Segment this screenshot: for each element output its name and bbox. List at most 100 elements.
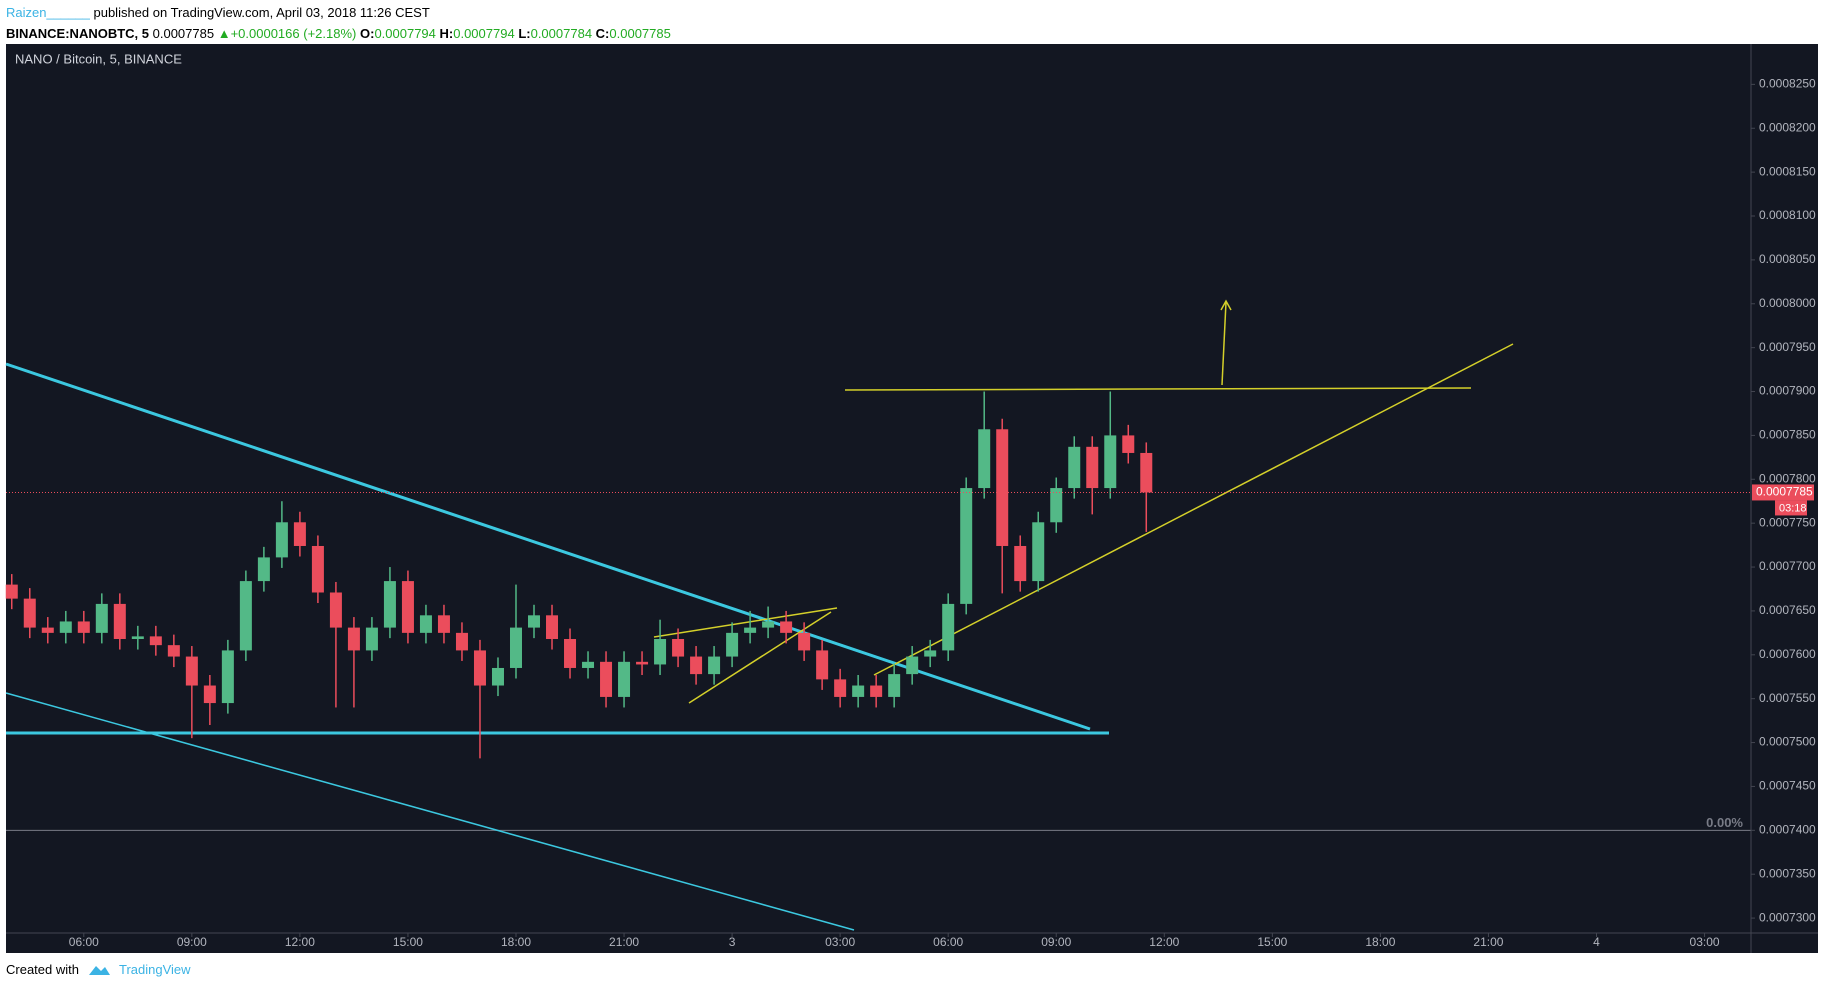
channel-line — [5, 692, 855, 931]
x-tick-label: 3 — [729, 935, 736, 949]
price-tag — [1752, 484, 1814, 501]
x-tick-label: 06:00 — [69, 935, 99, 949]
candle-body — [113, 603, 126, 640]
y-tick-label: 0.0007550 — [1759, 691, 1816, 705]
x-tick-label: 03:00 — [825, 935, 855, 949]
change: +0.0000166 (+2.18%) — [230, 26, 357, 41]
arrow: ▲ — [217, 26, 231, 41]
candle-body — [23, 598, 36, 628]
candle-body — [654, 639, 667, 665]
candle-body — [203, 685, 216, 704]
candle-body — [744, 627, 757, 633]
candle-body — [834, 679, 847, 697]
candle-body — [870, 685, 883, 697]
candle-body — [419, 615, 432, 633]
candle-body — [95, 603, 108, 633]
candle-body — [383, 581, 396, 628]
candle-body — [798, 632, 811, 651]
x-tick-label: 12:00 — [1149, 935, 1179, 949]
y-tick-label: 0.0007650 — [1759, 603, 1816, 617]
candle-body — [906, 656, 919, 675]
c: 0.0007785 — [609, 26, 671, 41]
x-tick-label: 09:00 — [1041, 935, 1071, 949]
published: published on TradingView.com, April 03, … — [93, 5, 430, 20]
candle-body — [239, 581, 252, 651]
candle-body — [365, 627, 378, 651]
background — [6, 44, 1818, 953]
candle-body — [888, 674, 901, 697]
y-tick-label: 0.0007800 — [1759, 471, 1816, 485]
candle-body — [582, 661, 595, 668]
candle-body — [167, 645, 180, 657]
footer: Created with TradingView — [6, 958, 191, 982]
candles — [5, 391, 1153, 759]
candle-body — [473, 650, 486, 686]
candle-body — [149, 636, 162, 646]
wedge-line — [688, 611, 832, 704]
candle-body — [491, 667, 504, 686]
candle-body — [131, 636, 144, 640]
y-tick-label: 0.0008100 — [1759, 208, 1816, 222]
candle-body — [636, 661, 649, 665]
price-tag-label: 0.0007785 — [1756, 485, 1813, 499]
candle-body — [5, 584, 18, 599]
wedge-line — [653, 607, 838, 638]
y-tick-label: 0.0007950 — [1759, 340, 1816, 354]
l: 0.0007784 — [530, 26, 593, 41]
candle-body — [942, 603, 955, 651]
o-label: O: — [359, 26, 375, 41]
x-tick-label: 09:00 — [177, 935, 207, 949]
x-tick-label: 18:00 — [501, 935, 531, 949]
candle-body — [960, 488, 973, 604]
candle-body — [618, 661, 631, 697]
author[interactable]: Raizen______ — [6, 5, 90, 20]
candle-body — [257, 557, 270, 582]
y-tick-label: 0.0007850 — [1759, 428, 1816, 442]
c-label: C: — [595, 26, 610, 41]
x-tick-label: 21:00 — [609, 935, 639, 949]
h-label: H: — [439, 26, 454, 41]
y-tick-label: 0.0007700 — [1759, 559, 1816, 573]
y-tick-label: 0.0008050 — [1759, 252, 1816, 266]
resistance-line — [844, 387, 1472, 391]
candle-body — [1068, 446, 1081, 489]
x-tick-label: 12:00 — [285, 935, 315, 949]
candle-body — [1050, 488, 1063, 523]
header-line: Raizen______ published on TradingView.co… — [6, 2, 671, 23]
countdown-label: 03:18 — [1779, 502, 1807, 514]
y-tick-label: 0.0007750 — [1759, 515, 1816, 529]
candle-body — [672, 639, 685, 657]
candle-body — [437, 615, 450, 633]
x-tick-label: 4 — [1593, 935, 1600, 949]
rising-line — [873, 343, 1514, 676]
arrow-head — [1220, 299, 1232, 311]
arrow-shaft — [1221, 301, 1227, 386]
candle-body — [978, 429, 991, 489]
x-tick-label: 18:00 — [1365, 935, 1395, 949]
y-tick-label: 0.0007350 — [1759, 866, 1816, 880]
y-tick-label: 0.0007600 — [1759, 647, 1816, 661]
candle-body — [41, 627, 54, 633]
candle-body — [311, 545, 324, 593]
candle-body — [1104, 435, 1117, 489]
candle-body — [852, 685, 865, 697]
candle-body — [185, 656, 198, 686]
candle-body — [455, 632, 468, 651]
candle-body — [564, 639, 577, 668]
candle-body — [401, 581, 414, 633]
y-tick-label: 0.0008000 — [1759, 296, 1816, 310]
candle-body — [77, 621, 90, 633]
candle-body — [816, 650, 829, 680]
brand[interactable]: TradingView — [118, 962, 191, 977]
y-tick-label: 0.0007450 — [1759, 779, 1816, 793]
x-tick-label: 21:00 — [1473, 935, 1503, 949]
o: 0.0007794 — [374, 26, 436, 41]
candle-body — [1122, 435, 1135, 453]
h: 0.0007794 — [453, 26, 515, 41]
candle-body — [528, 615, 541, 628]
x-tick-label: 03:00 — [1690, 935, 1720, 949]
x-tick-label: 06:00 — [933, 935, 963, 949]
logo — [88, 966, 110, 975]
candle-body — [996, 429, 1009, 546]
